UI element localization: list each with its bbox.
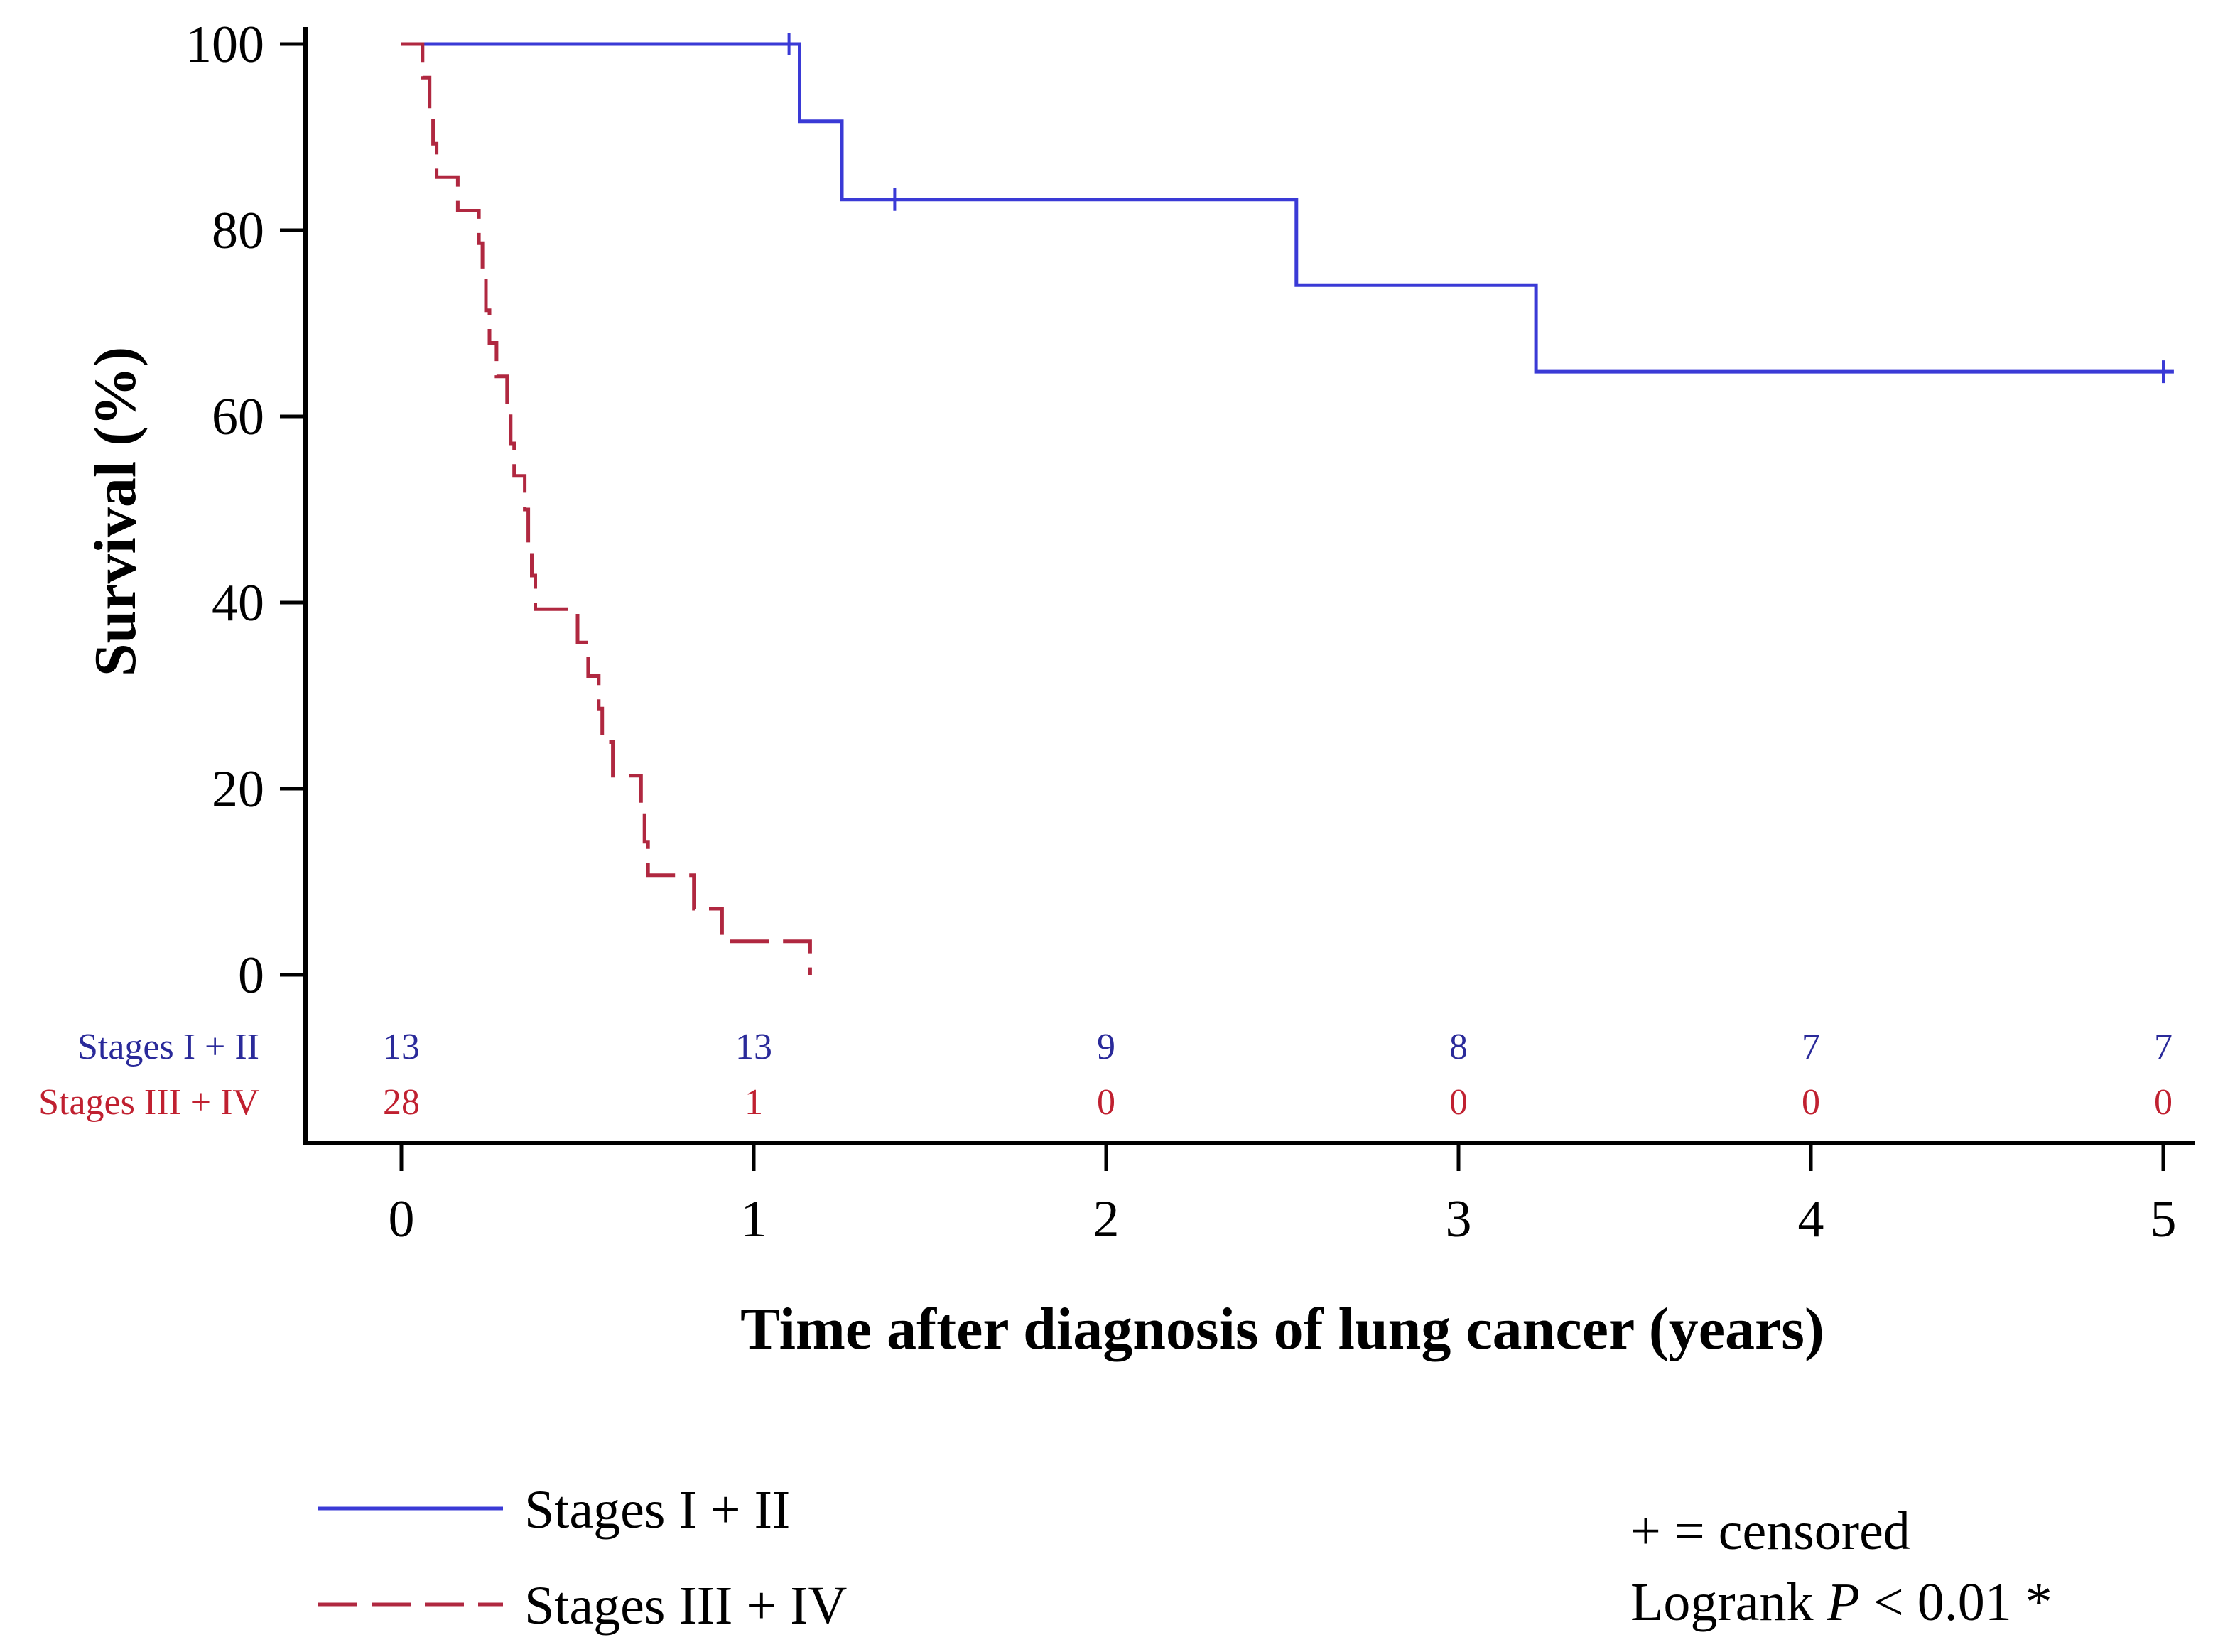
legend: Stages I + II Stages III + IV — [318, 1480, 848, 1636]
y-tick-label: 60 — [212, 388, 264, 446]
risk-count: 13 — [735, 1027, 772, 1067]
y-tick-label: 100 — [185, 16, 264, 74]
risk-count: 7 — [1802, 1027, 1820, 1067]
series-line-stages-iii-iv — [401, 42, 812, 975]
risk-count: 0 — [1449, 1082, 1468, 1123]
x-tick-label: 3 — [1446, 1190, 1472, 1248]
series-line-stages-i-ii — [401, 42, 2174, 374]
censor-mark — [884, 188, 905, 211]
logrank-note: Logrank P < 0.01 * — [1630, 1572, 2052, 1632]
x-axis-title: Time after diagnosis of lung cancer (yea… — [740, 1296, 1824, 1362]
censor-mark — [2153, 360, 2173, 384]
risk-row-label: Stages I + II — [77, 1027, 259, 1067]
risk-table: Stages I + II 13 13 9 8 7 7 Stages III + IV 28 1 0… — [38, 1027, 2173, 1123]
survival-curves — [401, 33, 2174, 975]
risk-count: 8 — [1449, 1027, 1468, 1067]
y-tick-label: 80 — [212, 202, 264, 260]
y-axis-ticks: 0 20 40 60 80 100 — [185, 16, 305, 1005]
risk-count: 13 — [383, 1027, 420, 1067]
risk-count: 0 — [1097, 1082, 1115, 1123]
x-tick-label: 1 — [741, 1190, 767, 1248]
risk-count: 28 — [383, 1082, 420, 1123]
risk-count: 0 — [1802, 1082, 1820, 1123]
x-axis-ticks: 0 1 2 3 4 5 — [389, 1143, 2177, 1248]
logrank-p-symbol: P — [1826, 1572, 1859, 1632]
risk-row-label: Stages III + IV — [38, 1082, 259, 1123]
y-tick-label: 0 — [238, 946, 264, 1005]
y-axis-title: Survival (%) — [82, 347, 148, 676]
censor-mark — [779, 33, 799, 55]
censored-note: + = censored — [1630, 1501, 1910, 1561]
risk-count: 9 — [1097, 1027, 1115, 1067]
logrank-prefix: Logrank — [1630, 1572, 1827, 1632]
risk-count: 1 — [745, 1082, 763, 1123]
risk-count: 7 — [2154, 1027, 2173, 1067]
legend-label-stages-i-ii: Stages I + II — [524, 1480, 790, 1540]
legend-item-stages-iii-iv: Stages III + IV — [318, 1576, 848, 1636]
x-tick-label: 5 — [2150, 1190, 2177, 1248]
x-tick-label: 0 — [389, 1190, 415, 1248]
legend-item-stages-i-ii: Stages I + II — [318, 1480, 790, 1540]
logrank-suffix: < 0.01 * — [1860, 1572, 2052, 1632]
legend-label-stages-iii-iv: Stages III + IV — [524, 1576, 848, 1636]
x-tick-label: 2 — [1093, 1190, 1120, 1248]
risk-count: 0 — [2154, 1082, 2173, 1123]
y-tick-label: 20 — [212, 760, 264, 819]
x-tick-label: 4 — [1798, 1190, 1824, 1248]
y-tick-label: 40 — [212, 574, 264, 632]
